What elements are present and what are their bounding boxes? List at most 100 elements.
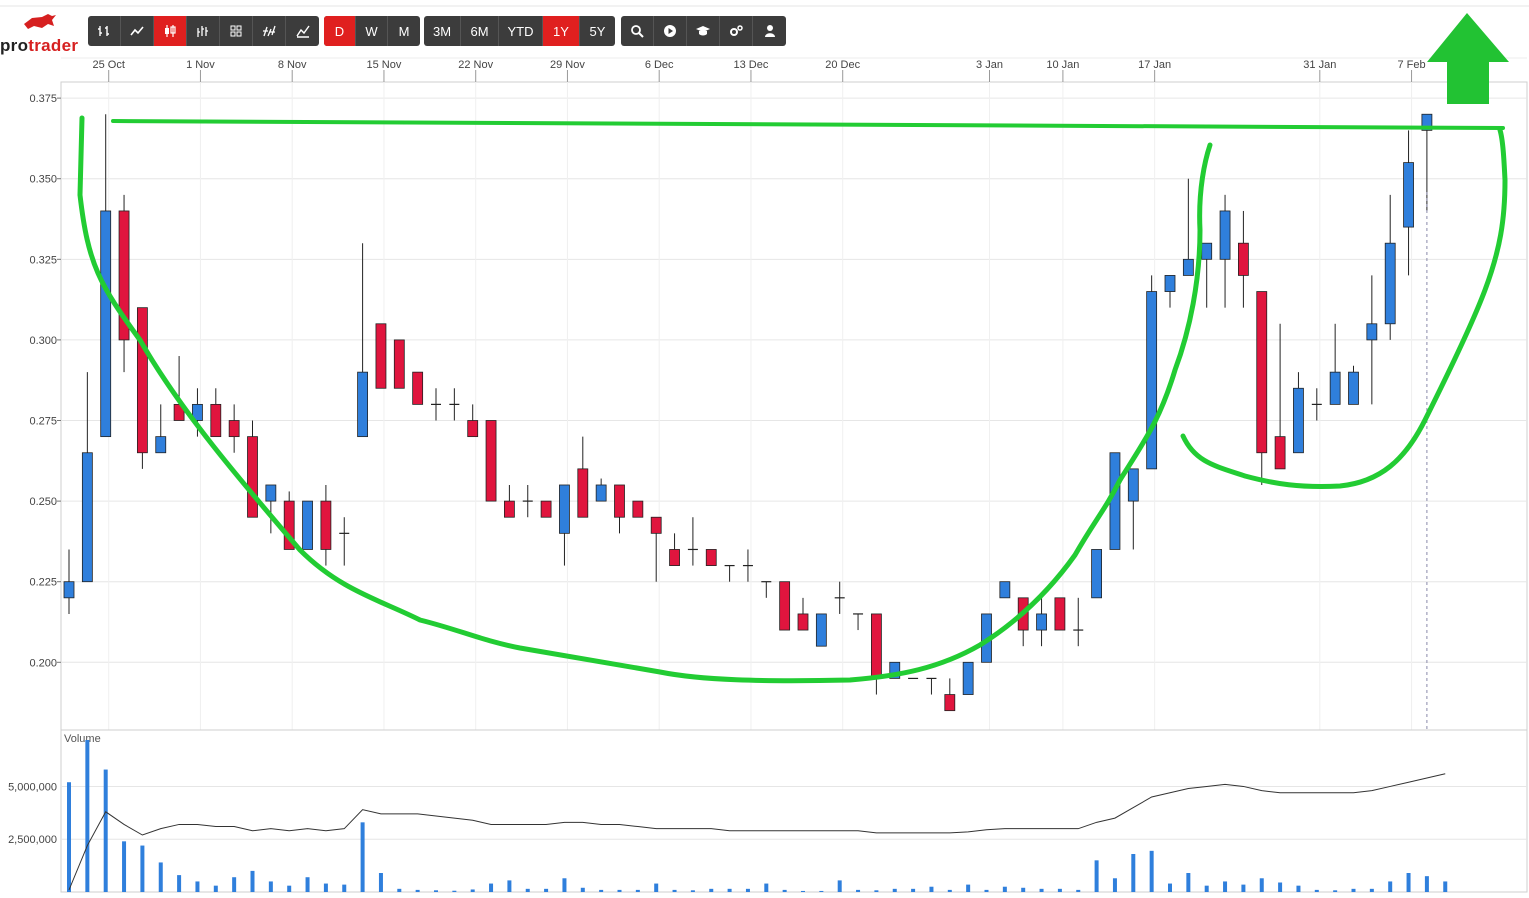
volume-bar xyxy=(342,884,347,892)
candle[interactable] xyxy=(650,516,662,582)
cup-curve xyxy=(77,115,1213,684)
search-button[interactable] xyxy=(621,16,654,46)
candle[interactable] xyxy=(742,549,753,582)
candle[interactable] xyxy=(999,581,1011,599)
candle[interactable] xyxy=(1036,597,1047,647)
candle[interactable] xyxy=(81,372,93,583)
interval-w-button[interactable]: W xyxy=(356,16,388,46)
candle[interactable] xyxy=(1146,275,1158,470)
candle[interactable] xyxy=(302,500,313,550)
candle-body-up xyxy=(1127,468,1139,502)
hlc-button[interactable] xyxy=(187,16,220,46)
candle[interactable] xyxy=(467,404,479,438)
candle[interactable] xyxy=(962,661,974,695)
candle[interactable] xyxy=(1219,194,1231,308)
candle[interactable] xyxy=(118,194,130,373)
range-ytd-button[interactable]: YTD xyxy=(499,16,543,46)
ohlc-icon xyxy=(98,26,109,36)
candle[interactable] xyxy=(669,533,680,566)
candle[interactable] xyxy=(136,307,148,469)
candle[interactable] xyxy=(1054,597,1066,631)
candle[interactable] xyxy=(228,404,240,453)
settings-button[interactable] xyxy=(720,16,753,46)
candle[interactable] xyxy=(1403,130,1414,276)
candle[interactable] xyxy=(431,388,441,421)
candle[interactable] xyxy=(265,484,277,534)
candle[interactable] xyxy=(1182,178,1194,276)
mountain-button[interactable] xyxy=(286,16,319,46)
user-button[interactable] xyxy=(753,16,786,46)
interval-m-button[interactable]: M xyxy=(398,23,410,39)
candle[interactable] xyxy=(853,613,864,631)
candle[interactable] xyxy=(926,677,937,695)
candle[interactable] xyxy=(1348,365,1359,405)
candle[interactable] xyxy=(1238,210,1249,308)
candle[interactable] xyxy=(1384,194,1396,340)
volume-bar xyxy=(819,890,824,892)
candle[interactable] xyxy=(687,517,698,566)
candle[interactable] xyxy=(559,484,570,566)
candle[interactable] xyxy=(522,484,533,518)
candle[interactable] xyxy=(1164,275,1176,308)
ohlc-button[interactable] xyxy=(88,16,121,46)
candle[interactable] xyxy=(449,388,460,421)
candle[interactable] xyxy=(724,564,735,582)
volume-bar xyxy=(837,880,842,892)
candle[interactable] xyxy=(705,549,717,566)
candle[interactable] xyxy=(540,500,552,518)
heikin-ashi-button[interactable] xyxy=(220,16,253,46)
candle[interactable] xyxy=(320,484,332,566)
candle[interactable] xyxy=(632,500,644,518)
candle[interactable] xyxy=(357,243,369,438)
candle[interactable] xyxy=(1274,323,1286,470)
candle[interactable] xyxy=(100,114,112,438)
candle[interactable] xyxy=(247,420,258,518)
range-6m-button[interactable]: 6M xyxy=(461,16,499,46)
candle[interactable] xyxy=(485,420,497,502)
range-5y-button[interactable]: 5Y xyxy=(589,23,606,39)
candle[interactable] xyxy=(339,517,350,566)
candle[interactable] xyxy=(503,484,515,518)
candle[interactable] xyxy=(1109,452,1121,550)
candle[interactable] xyxy=(797,597,809,631)
candle[interactable] xyxy=(614,484,625,534)
volume-bar xyxy=(470,889,475,892)
line-button[interactable] xyxy=(121,16,154,46)
candle-body-up xyxy=(1109,452,1121,550)
candle[interactable] xyxy=(1311,388,1322,421)
candle[interactable] xyxy=(63,549,75,614)
candle[interactable] xyxy=(1256,291,1268,485)
interval-d-button[interactable]: D xyxy=(324,16,356,46)
resistance-line xyxy=(111,119,1505,130)
candle[interactable] xyxy=(1127,468,1139,550)
candle[interactable] xyxy=(1366,275,1378,405)
candlestick-button[interactable] xyxy=(154,16,187,46)
volume-bar xyxy=(122,841,127,892)
candle[interactable] xyxy=(1091,549,1102,599)
candle[interactable] xyxy=(761,581,772,598)
candle-body-up xyxy=(1201,242,1213,260)
candle[interactable] xyxy=(1293,372,1304,454)
candle[interactable] xyxy=(577,436,589,518)
candle-body-down xyxy=(540,500,552,518)
candle[interactable] xyxy=(210,388,222,438)
range-3m-button[interactable]: 3M xyxy=(424,16,461,46)
candle[interactable] xyxy=(375,323,387,389)
candle[interactable] xyxy=(1329,323,1341,405)
candle[interactable] xyxy=(393,339,405,389)
range-1y-button[interactable]: 1Y xyxy=(543,16,580,46)
candle[interactable] xyxy=(815,613,827,647)
candle[interactable] xyxy=(412,371,424,405)
range-button[interactable] xyxy=(253,16,286,46)
education-button[interactable] xyxy=(687,16,720,46)
candle[interactable] xyxy=(779,581,791,631)
candle-body-up xyxy=(81,452,93,583)
candle[interactable] xyxy=(944,678,956,712)
play-button[interactable] xyxy=(654,16,687,46)
candle[interactable] xyxy=(834,581,845,614)
candle[interactable] xyxy=(155,404,167,454)
candle[interactable] xyxy=(1073,597,1084,647)
protrader-logo[interactable]: protrader xyxy=(0,12,80,55)
candle[interactable] xyxy=(595,478,607,502)
